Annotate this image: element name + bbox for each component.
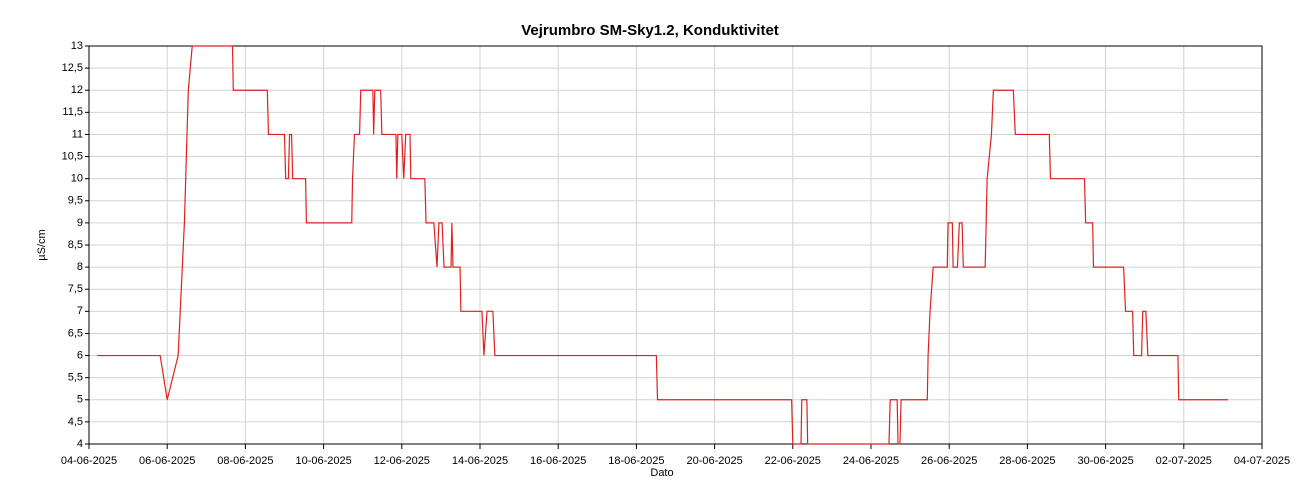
x-tick-label: 28-06-2025 [999,455,1055,467]
y-tick-label: 5,5 [68,372,83,384]
x-tick-label: 08-06-2025 [217,455,273,467]
y-tick-label: 10 [71,173,83,185]
x-tick-label: 06-06-2025 [139,455,195,467]
y-tick-label: 10,5 [62,150,83,162]
x-tick-label: 14-06-2025 [452,455,508,467]
chart-title: Vejrumbro SM-Sky1.2, Konduktivitet [521,22,779,39]
data-line [97,45,1228,445]
x-tick-label: 12-06-2025 [374,455,430,467]
y-tick-label: 8 [77,261,83,273]
x-tick-label: 20-06-2025 [686,455,742,467]
y-tick-label: 5 [77,394,83,406]
y-tick-label: 11 [72,128,83,140]
y-tick-label: 8,5 [68,239,83,251]
x-tick-label: 04-07-2025 [1234,455,1290,467]
y-tick-label: 4,5 [68,416,83,428]
y-tick-label: 9,5 [68,195,83,207]
y-tick-label: 6 [77,349,83,361]
y-axis-label: µS/cm [36,229,48,260]
y-tick-label: 7 [77,305,83,317]
x-tick-label: 16-06-2025 [530,455,586,467]
x-tick-label: 30-06-2025 [1077,455,1133,467]
x-tick-label: 18-06-2025 [608,455,664,467]
y-tick-label: 13 [71,40,83,52]
y-tick-label: 7,5 [68,283,83,295]
x-axis-label: Dato [650,467,673,479]
x-tick-label: 10-06-2025 [295,455,351,467]
x-tick-label: 26-06-2025 [921,455,977,467]
y-tick-label: 12 [71,84,83,96]
y-tick-label: 6,5 [68,327,83,339]
x-tick-label: 24-06-2025 [843,455,899,467]
y-tick-label: 9 [77,217,83,229]
x-tick-label: 22-06-2025 [765,455,821,467]
x-tick-label: 02-07-2025 [1156,455,1212,467]
y-tick-label: 12,5 [62,62,83,74]
y-tick-label: 4 [77,438,83,450]
y-tick-label: 11,5 [62,106,83,118]
x-tick-label: 04-06-2025 [61,455,117,467]
plot-frame [88,45,1263,445]
